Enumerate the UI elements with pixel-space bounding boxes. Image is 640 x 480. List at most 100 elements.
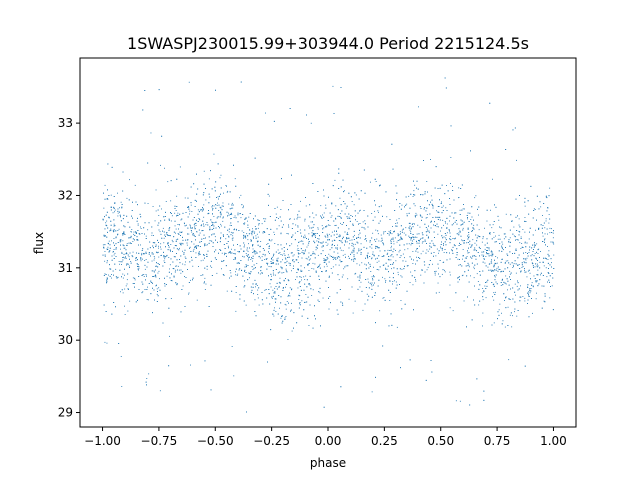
data-point (500, 227, 502, 229)
data-point (548, 279, 550, 281)
data-point (407, 265, 409, 267)
data-point (231, 225, 232, 226)
data-point (348, 228, 350, 230)
data-point (492, 284, 494, 286)
data-point (141, 250, 143, 251)
data-point (233, 253, 235, 254)
data-point (270, 286, 272, 288)
data-point (264, 259, 266, 260)
data-point (170, 200, 172, 202)
data-point (486, 285, 488, 287)
data-point (272, 256, 273, 258)
data-point (184, 249, 186, 251)
data-point (289, 263, 291, 264)
data-point (137, 230, 139, 231)
data-point (323, 259, 325, 261)
data-point (261, 272, 263, 274)
data-points (102, 77, 555, 413)
data-point (435, 216, 436, 218)
data-point (147, 229, 149, 231)
data-point (125, 257, 127, 259)
data-point (537, 253, 539, 254)
data-point (466, 257, 467, 259)
data-point (283, 224, 284, 226)
data-point (254, 226, 256, 227)
data-point (190, 251, 192, 252)
data-point (381, 239, 383, 241)
data-point (318, 242, 320, 243)
data-point (192, 234, 193, 236)
data-point (476, 250, 477, 252)
data-point (187, 197, 189, 199)
data-point (136, 252, 137, 254)
data-point (445, 244, 447, 246)
data-point (140, 244, 141, 246)
data-point (158, 270, 160, 272)
data-point (305, 205, 307, 207)
data-point (232, 239, 234, 241)
data-point (458, 276, 460, 278)
data-point (346, 238, 348, 240)
data-point (193, 217, 195, 218)
data-point (130, 242, 131, 244)
data-point (151, 253, 153, 255)
data-point (140, 216, 142, 218)
data-point (138, 244, 139, 246)
data-point (161, 135, 163, 137)
data-point (233, 259, 235, 260)
data-point (145, 274, 147, 275)
data-point (182, 239, 184, 241)
data-point (200, 209, 202, 211)
data-point (166, 232, 168, 234)
data-point (325, 207, 327, 209)
data-point (476, 273, 478, 275)
data-point (509, 245, 511, 247)
data-point (168, 218, 170, 220)
data-point (548, 255, 550, 257)
data-point (338, 240, 340, 241)
data-point (460, 231, 461, 233)
data-point (421, 237, 423, 239)
data-point (377, 233, 379, 235)
data-point (316, 233, 318, 234)
data-point (297, 214, 299, 216)
data-point (259, 251, 261, 253)
data-point (515, 216, 517, 218)
data-point (212, 209, 213, 211)
data-point (312, 233, 314, 235)
data-point (211, 229, 213, 230)
data-point (409, 282, 411, 283)
data-point (308, 263, 310, 264)
data-point (530, 288, 532, 289)
data-point (505, 213, 507, 215)
data-point (505, 296, 507, 298)
data-point (231, 238, 233, 240)
data-point (165, 284, 167, 285)
data-point (256, 263, 258, 264)
data-point (434, 274, 436, 276)
data-point (226, 185, 227, 187)
data-point (154, 299, 155, 301)
data-point (189, 261, 191, 263)
data-point (400, 233, 401, 235)
data-point (364, 192, 366, 194)
data-point (270, 273, 272, 275)
data-point (306, 238, 307, 239)
data-point (348, 216, 350, 218)
data-point (314, 253, 316, 255)
data-point (210, 170, 211, 172)
data-point (490, 209, 491, 211)
data-point (173, 268, 175, 270)
data-point (462, 229, 464, 231)
data-point (359, 250, 361, 252)
data-point (262, 231, 264, 232)
data-point (421, 269, 422, 271)
data-point (327, 243, 329, 245)
data-point (317, 254, 319, 256)
data-point (359, 209, 361, 211)
data-point (277, 260, 279, 262)
data-point (229, 213, 231, 215)
data-point (206, 256, 208, 257)
data-point (442, 237, 444, 239)
data-point (426, 214, 428, 215)
